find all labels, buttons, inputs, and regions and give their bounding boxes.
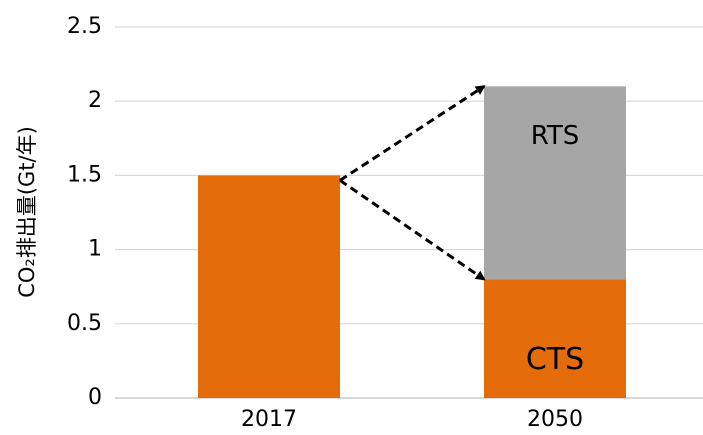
x-tick-label: 2050 (527, 407, 583, 432)
segment-label: RTS (531, 121, 580, 151)
bar-segment (198, 175, 340, 398)
arrow (339, 179, 486, 281)
y-tick-label: 2 (88, 88, 102, 113)
y-axis-label: CO₂排出量(Gt/年) (15, 126, 39, 298)
y-tick-label: 0.5 (67, 311, 102, 336)
arrow (339, 85, 486, 182)
y-tick-label: 2.5 (67, 14, 102, 39)
bar-segment (484, 279, 626, 398)
y-tick-label: 0 (88, 385, 102, 410)
y-tick-label: 1 (88, 237, 102, 262)
bar-segment (484, 86, 626, 280)
segment-label: CTS (526, 342, 584, 377)
y-tick-label: 1.5 (67, 162, 102, 187)
x-tick-label: 2017 (241, 407, 297, 432)
